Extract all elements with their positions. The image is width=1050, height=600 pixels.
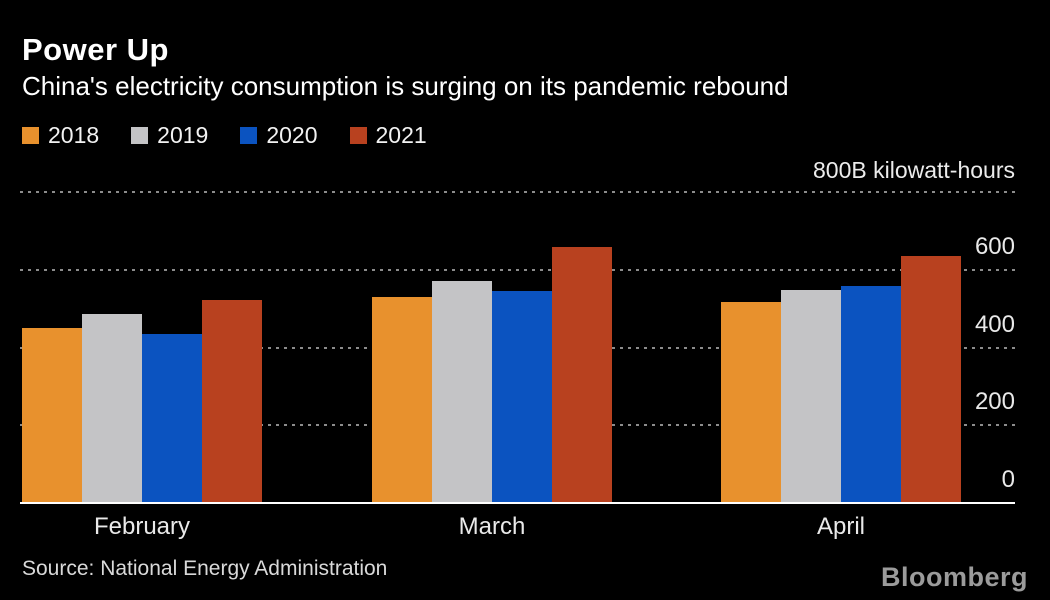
legend-swatch-2021 [349, 127, 367, 144]
bar-february-2018 [22, 328, 82, 503]
legend-item-2019: 2019 [131, 122, 208, 149]
chart-title: Power Up [22, 32, 169, 67]
bar-march-2021 [552, 246, 612, 503]
y-axis-unit-label: 800B kilowatt-hours [813, 157, 1015, 183]
bar-february-2021 [202, 300, 262, 503]
legend-swatch-2019 [131, 127, 149, 144]
legend-item-2021: 2021 [349, 122, 427, 149]
bar-march-2018 [372, 297, 432, 503]
chart-subtitle: China's electricity consumption is surgi… [22, 71, 789, 101]
y-tick-label-600: 600 [974, 232, 1015, 260]
legend-label-2020: 2020 [266, 122, 318, 148]
bar-february-2019 [82, 314, 142, 503]
source-note: Source: National Energy Administration [22, 557, 388, 580]
bar-april-2018 [721, 302, 781, 503]
plot-area: 0 200 400 600 February March April [20, 191, 1015, 540]
legend-swatch-2018 [22, 127, 39, 144]
legend-item-2020: 2020 [240, 122, 318, 149]
legend: 2018 2019 2020 2021 [22, 122, 427, 149]
bar-march-2019 [432, 281, 492, 503]
legend-label-2019: 2019 [157, 122, 209, 148]
bloomberg-logo: Bloomberg [880, 562, 1028, 592]
bar-march-2020 [492, 291, 552, 503]
legend-label-2018: 2018 [48, 122, 100, 148]
x-axis-line [20, 502, 1015, 504]
gridline-600 [20, 268, 1015, 271]
y-tick-label-200: 200 [974, 388, 1015, 416]
legend-swatch-2020 [240, 127, 258, 144]
legend-item-2018: 2018 [22, 122, 99, 149]
bar-february-2020 [142, 334, 202, 503]
bar-april-2019 [781, 289, 841, 503]
x-axis-label-april: April [816, 513, 866, 540]
x-axis-label-march: March [458, 513, 526, 540]
y-tick-label-0: 0 [1001, 466, 1015, 493]
x-axis-label-february: February [93, 513, 191, 540]
bar-april-2020 [841, 286, 901, 503]
gridline-800 [20, 191, 1015, 193]
legend-label-2021: 2021 [375, 122, 427, 148]
bar-april-2021 [901, 256, 961, 503]
y-tick-label-400: 400 [974, 310, 1015, 338]
